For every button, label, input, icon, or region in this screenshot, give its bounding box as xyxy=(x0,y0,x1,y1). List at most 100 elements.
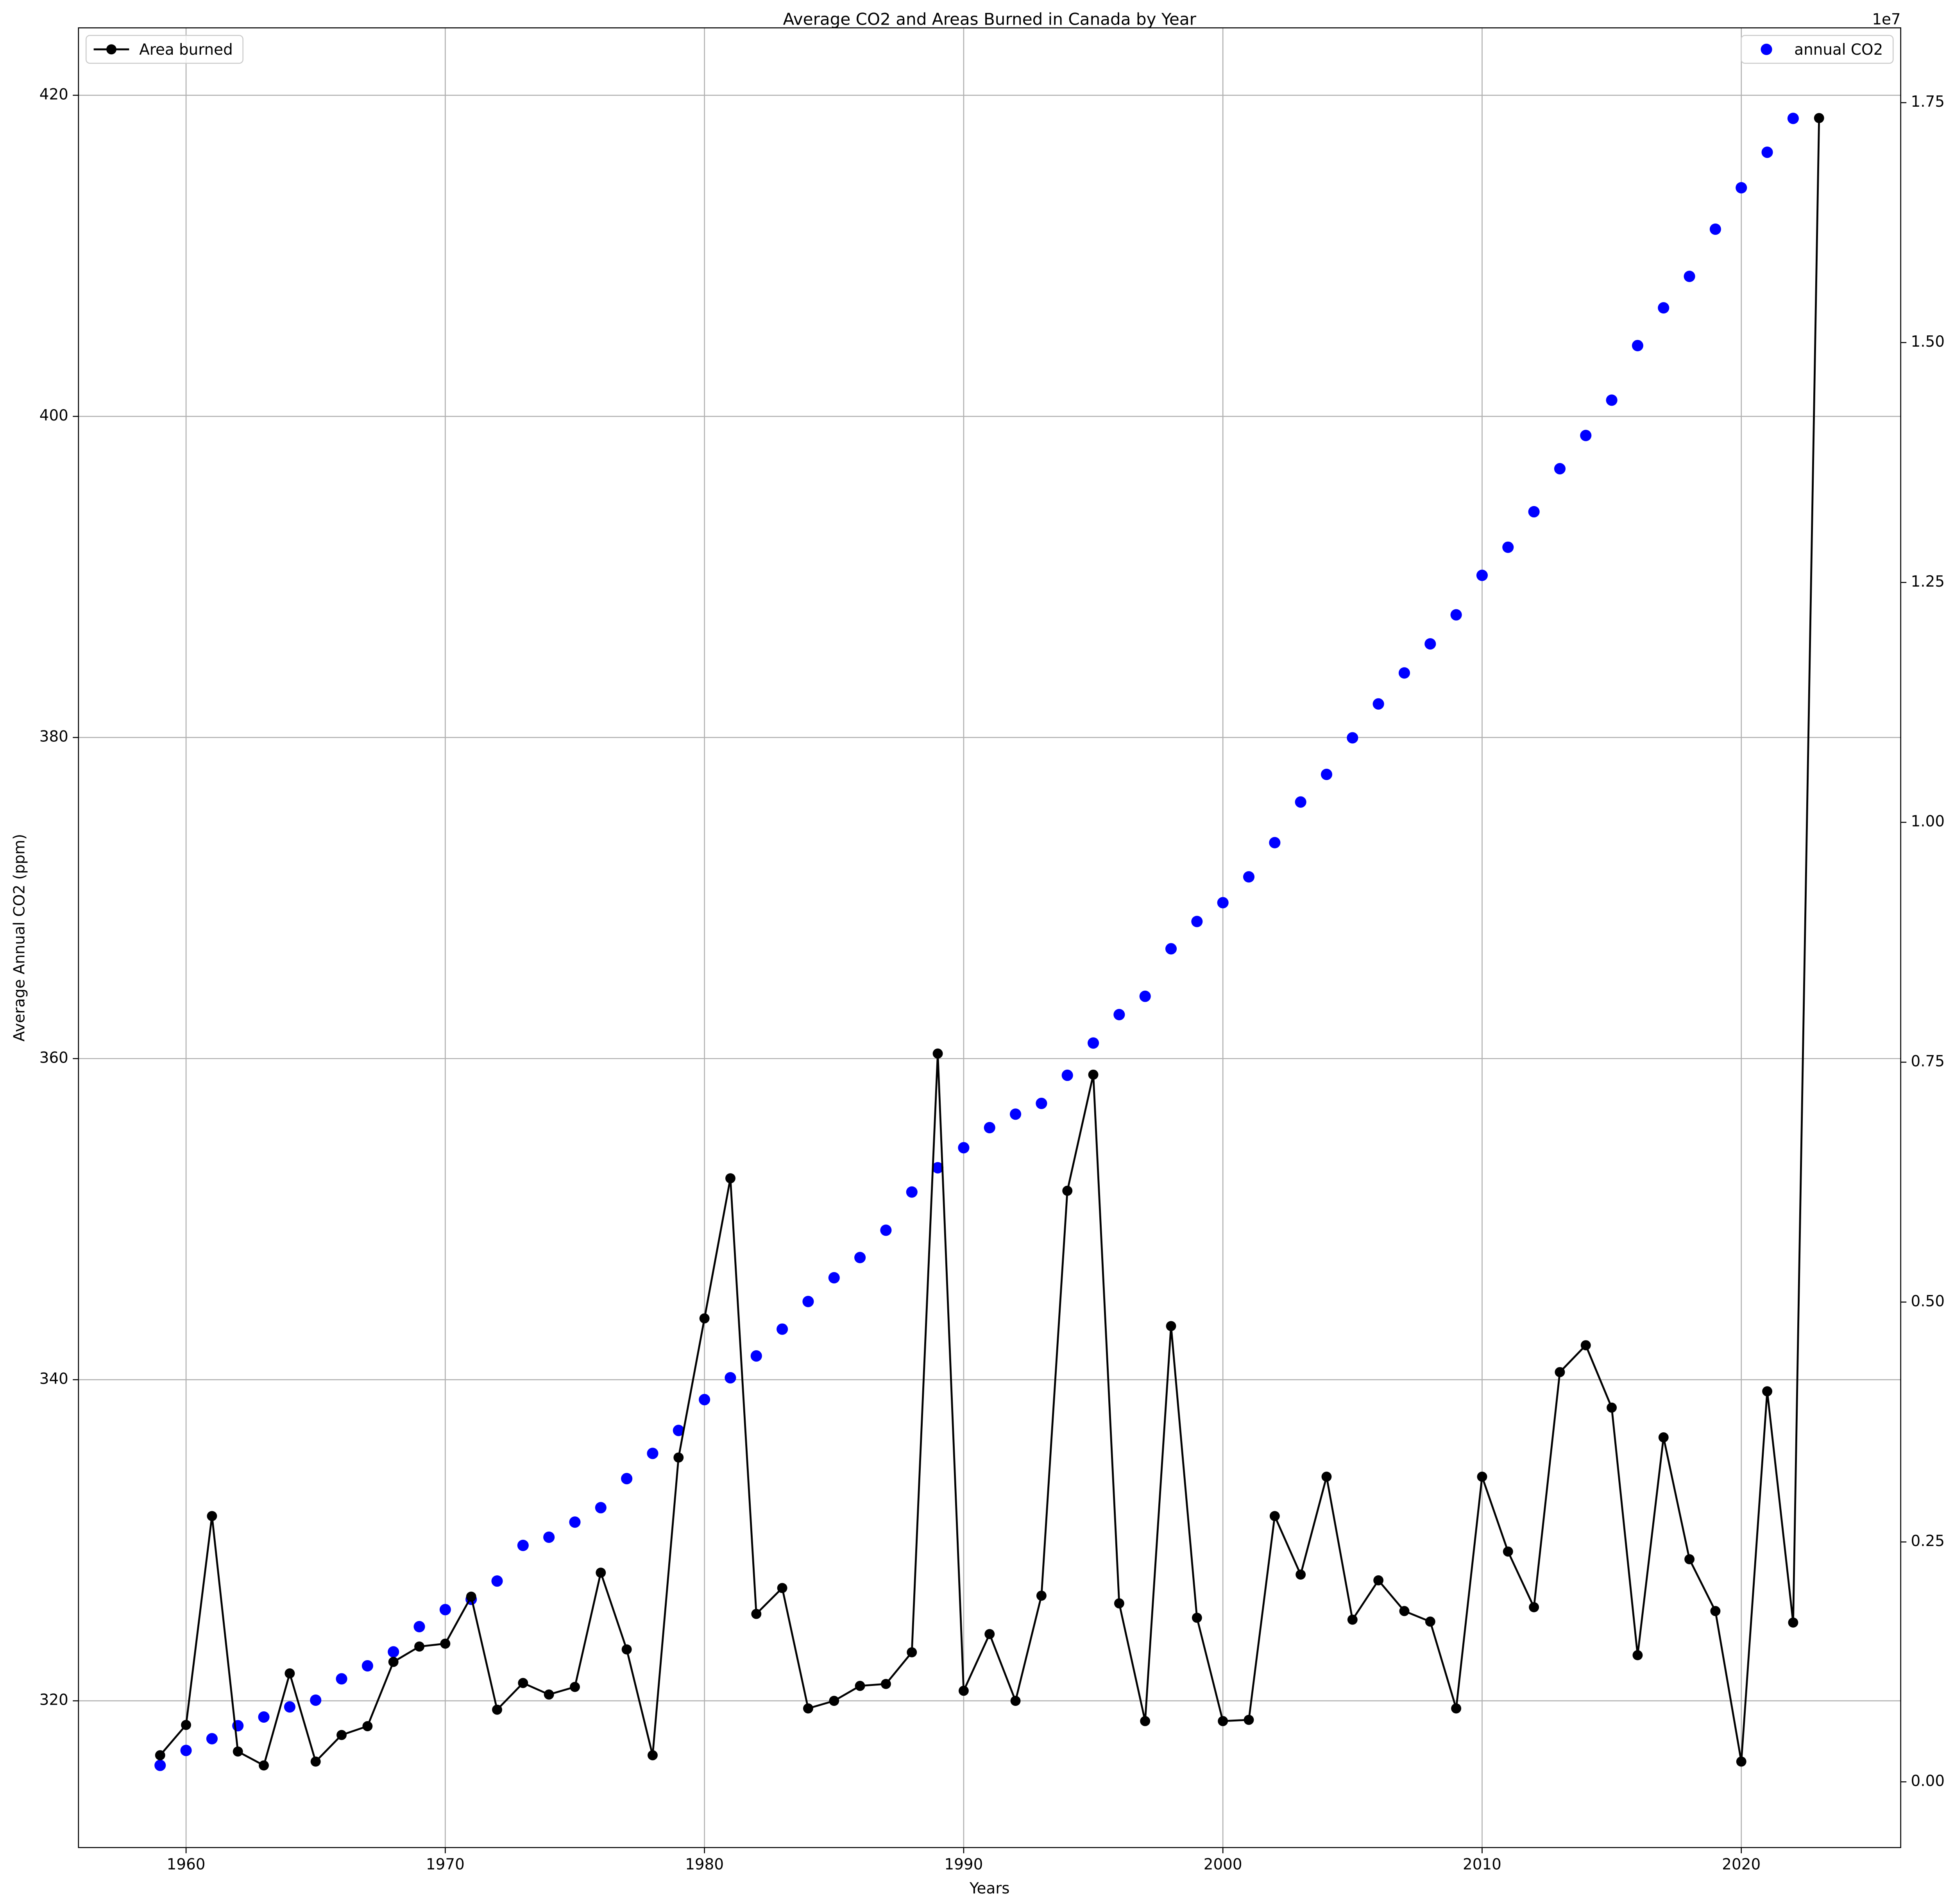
line-marker xyxy=(1762,1386,1773,1397)
line-marker xyxy=(1010,1696,1021,1706)
line-marker xyxy=(803,1703,813,1714)
line-marker xyxy=(621,1644,632,1655)
scatter-point xyxy=(725,1372,736,1384)
scatter-point xyxy=(1321,769,1333,780)
line-marker xyxy=(207,1511,217,1521)
x-tick-label: 1970 xyxy=(426,1856,465,1873)
line-marker xyxy=(285,1668,295,1679)
line-marker xyxy=(1321,1471,1332,1482)
scatter-point xyxy=(1658,302,1669,314)
scatter-point xyxy=(932,1162,944,1174)
line-marker xyxy=(855,1680,865,1691)
line-marker xyxy=(362,1721,373,1731)
line-marker xyxy=(518,1678,528,1688)
scatter-point xyxy=(1165,943,1177,955)
legend-box xyxy=(1741,35,1894,64)
y2-tick-label: 1.25 xyxy=(1911,573,1945,591)
scatter-point xyxy=(1632,340,1643,351)
line-marker xyxy=(1192,1612,1202,1623)
scatter-point xyxy=(621,1473,633,1485)
scatter-point xyxy=(413,1621,425,1632)
scatter-point xyxy=(1295,796,1306,808)
line-marker xyxy=(1140,1716,1151,1726)
y2-tick-label: 1.50 xyxy=(1911,333,1945,351)
line-marker xyxy=(673,1452,684,1463)
y-tick-label: 420 xyxy=(39,86,68,103)
scatter-point xyxy=(1372,698,1384,710)
chart-title: Average CO2 and Areas Burned in Canada b… xyxy=(783,9,1196,29)
x-tick-label: 2010 xyxy=(1463,1856,1501,1873)
line-marker xyxy=(570,1682,580,1692)
line-marker xyxy=(699,1313,710,1324)
y2-tick-label: 1.75 xyxy=(1911,93,1945,111)
legend-box xyxy=(85,35,243,64)
line-marker xyxy=(310,1756,321,1767)
plot-frame xyxy=(78,27,1901,1848)
scatter-point xyxy=(1139,990,1151,1002)
scatter-point xyxy=(388,1646,399,1658)
line-marker xyxy=(958,1686,969,1696)
line-marker xyxy=(1347,1614,1358,1625)
scatter-point xyxy=(154,1759,166,1771)
y-tick-label: 380 xyxy=(39,728,68,746)
line-marker xyxy=(1451,1703,1462,1714)
scatter-point xyxy=(1087,1037,1099,1049)
scatter-point xyxy=(361,1660,373,1672)
legend: Area burned xyxy=(85,35,243,64)
scatter-point xyxy=(699,1394,710,1405)
line-marker xyxy=(1088,1069,1099,1080)
scatter-point xyxy=(1554,463,1566,474)
scatter-point xyxy=(258,1711,270,1723)
x-tick-label: 2020 xyxy=(1722,1856,1761,1873)
line-marker xyxy=(1296,1569,1306,1580)
scatter-point xyxy=(180,1745,192,1756)
scatter-point xyxy=(439,1604,451,1616)
line-marker xyxy=(1218,1716,1228,1726)
scatter-point xyxy=(750,1350,762,1362)
y-tick-label: 340 xyxy=(39,1370,68,1388)
x-tick-label: 1960 xyxy=(167,1856,206,1873)
line-marker xyxy=(388,1657,399,1667)
legend-marker xyxy=(106,44,116,55)
scatter-point xyxy=(958,1142,970,1154)
line-marker xyxy=(1114,1598,1124,1609)
line-marker xyxy=(1529,1602,1539,1612)
line-marker xyxy=(907,1647,917,1657)
scatter-point xyxy=(491,1575,503,1587)
scatter-point xyxy=(854,1252,866,1263)
scatter-point xyxy=(802,1296,814,1307)
y2-tick-label: 0.00 xyxy=(1911,1772,1945,1790)
line-marker xyxy=(1658,1432,1669,1442)
line-marker xyxy=(1814,113,1824,123)
line-marker xyxy=(336,1730,347,1740)
scatter-point xyxy=(777,1323,788,1335)
scatter-point xyxy=(906,1186,918,1198)
line-marker xyxy=(440,1638,451,1649)
line-marker xyxy=(1580,1340,1591,1351)
scatter-point xyxy=(1580,429,1592,441)
scatter-point xyxy=(284,1701,295,1713)
scatter-point xyxy=(1787,113,1799,124)
scatter-point xyxy=(1398,667,1410,679)
line-marker xyxy=(1425,1616,1435,1627)
legend: annual CO2 xyxy=(1741,35,1894,64)
line-marker xyxy=(1788,1617,1798,1628)
line-marker xyxy=(1166,1321,1176,1331)
line-marker xyxy=(751,1609,762,1619)
scatter-point xyxy=(543,1531,555,1543)
scatter-point xyxy=(1061,1069,1073,1081)
scatter-point xyxy=(1217,897,1229,909)
legend-label: Area burned xyxy=(139,41,233,59)
scatter-point xyxy=(1113,1009,1125,1020)
y2-tick-label: 0.25 xyxy=(1911,1532,1945,1550)
line-marker xyxy=(1062,1186,1073,1196)
scatter-point xyxy=(1606,394,1618,406)
x-tick-label: 2000 xyxy=(1204,1856,1242,1873)
line-marker xyxy=(414,1641,424,1652)
scatter-point xyxy=(673,1424,684,1436)
line-marker xyxy=(233,1746,243,1757)
scatter-point xyxy=(1709,223,1721,235)
